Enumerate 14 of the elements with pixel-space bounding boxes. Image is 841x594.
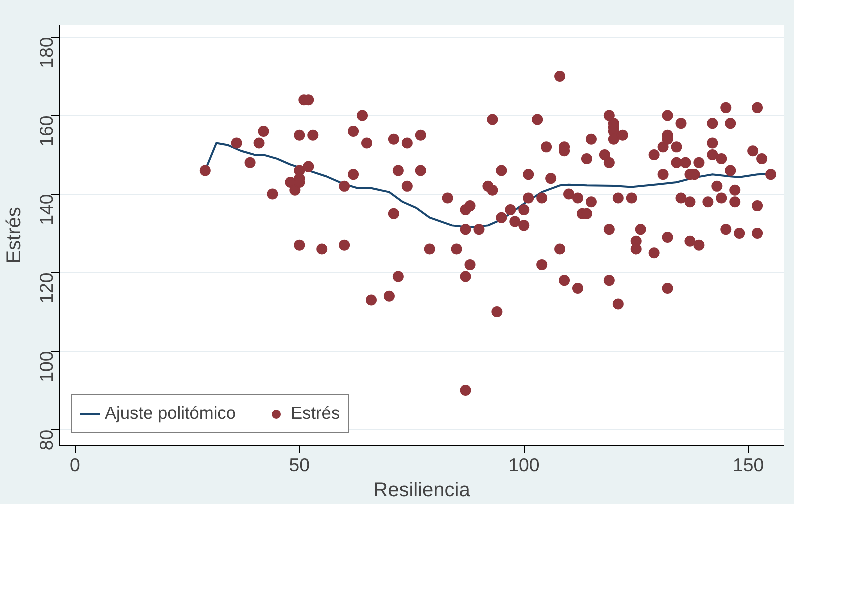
legend-label: Estrés <box>291 403 340 424</box>
x-axis-title: Resiliencia <box>374 480 472 502</box>
x-tick-label: 150 <box>733 454 764 476</box>
y-tick-label: 140 <box>36 194 57 226</box>
y-tick-label: 80 <box>36 430 57 451</box>
y-tick-label: 160 <box>36 116 57 147</box>
x-tick-label: 50 <box>289 454 310 476</box>
x-tick-label: 0 <box>70 454 80 476</box>
x-tick-label: 100 <box>508 454 540 476</box>
y-axis-title: Estrés <box>4 207 26 264</box>
legend-label: Ajuste politómico <box>105 403 236 424</box>
y-tick-label: 120 <box>36 272 57 304</box>
y-tick-label: 100 <box>36 351 57 382</box>
y-tick-label: 180 <box>36 37 57 68</box>
